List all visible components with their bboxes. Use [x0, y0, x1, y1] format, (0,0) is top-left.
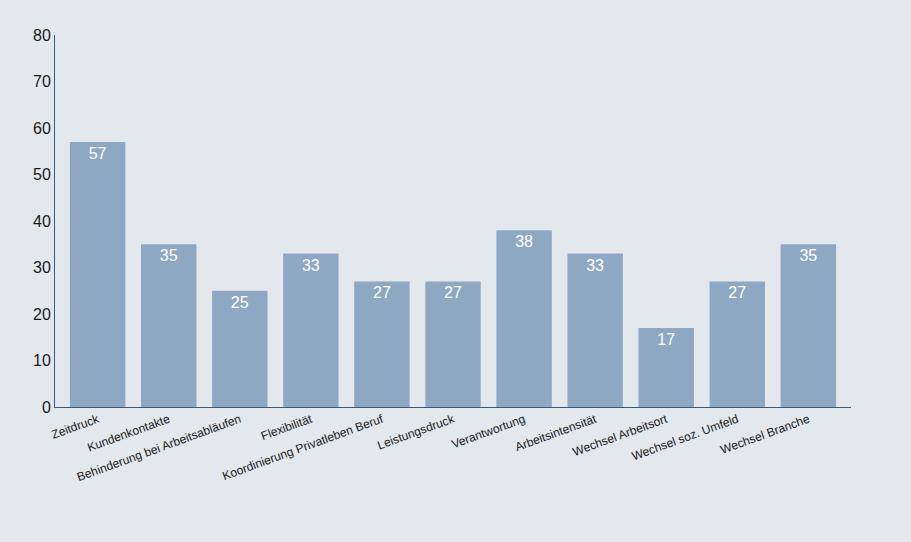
svg-text:25: 25	[231, 294, 249, 311]
svg-text:27: 27	[728, 284, 746, 301]
svg-text:60: 60	[33, 120, 51, 137]
svg-text:Koordinierung Privatleben Beru: Koordinierung Privatleben Beruf	[220, 411, 385, 483]
svg-text:27: 27	[444, 284, 462, 301]
svg-text:0: 0	[42, 399, 51, 416]
svg-text:Kundenkontakte: Kundenkontakte	[85, 412, 172, 455]
svg-text:50: 50	[33, 166, 51, 183]
svg-text:40: 40	[33, 213, 51, 230]
svg-text:Arbeitsintensität: Arbeitsintensität	[513, 411, 599, 454]
svg-text:70: 70	[33, 73, 51, 90]
svg-text:35: 35	[160, 247, 178, 264]
svg-text:33: 33	[586, 257, 604, 274]
svg-text:10: 10	[33, 352, 51, 369]
svg-text:Wechsel soz. Umfeld: Wechsel soz. Umfeld	[630, 412, 740, 464]
svg-text:Wechsel Arbeitsort: Wechsel Arbeitsort	[571, 411, 670, 459]
svg-text:17: 17	[657, 331, 675, 348]
svg-text:35: 35	[799, 247, 817, 264]
svg-text:30: 30	[33, 259, 51, 276]
svg-text:80: 80	[33, 27, 51, 44]
svg-text:33: 33	[302, 257, 320, 274]
svg-text:Wechsel Branche: Wechsel Branche	[718, 412, 811, 457]
svg-text:Behinderung bei Arbeitsabläufe: Behinderung bei Arbeitsabläufen	[75, 412, 243, 484]
svg-text:20: 20	[33, 306, 51, 323]
svg-text:Verantwortung: Verantwortung	[450, 412, 528, 452]
svg-text:57: 57	[89, 145, 107, 162]
svg-text:38: 38	[515, 233, 533, 250]
svg-text:27: 27	[373, 284, 391, 301]
svg-text:Flexibilität: Flexibilität	[259, 411, 315, 443]
svg-text:Leistungsdruck: Leistungsdruck	[375, 411, 457, 452]
svg-text:Zeitdruck: Zeitdruck	[50, 411, 102, 441]
